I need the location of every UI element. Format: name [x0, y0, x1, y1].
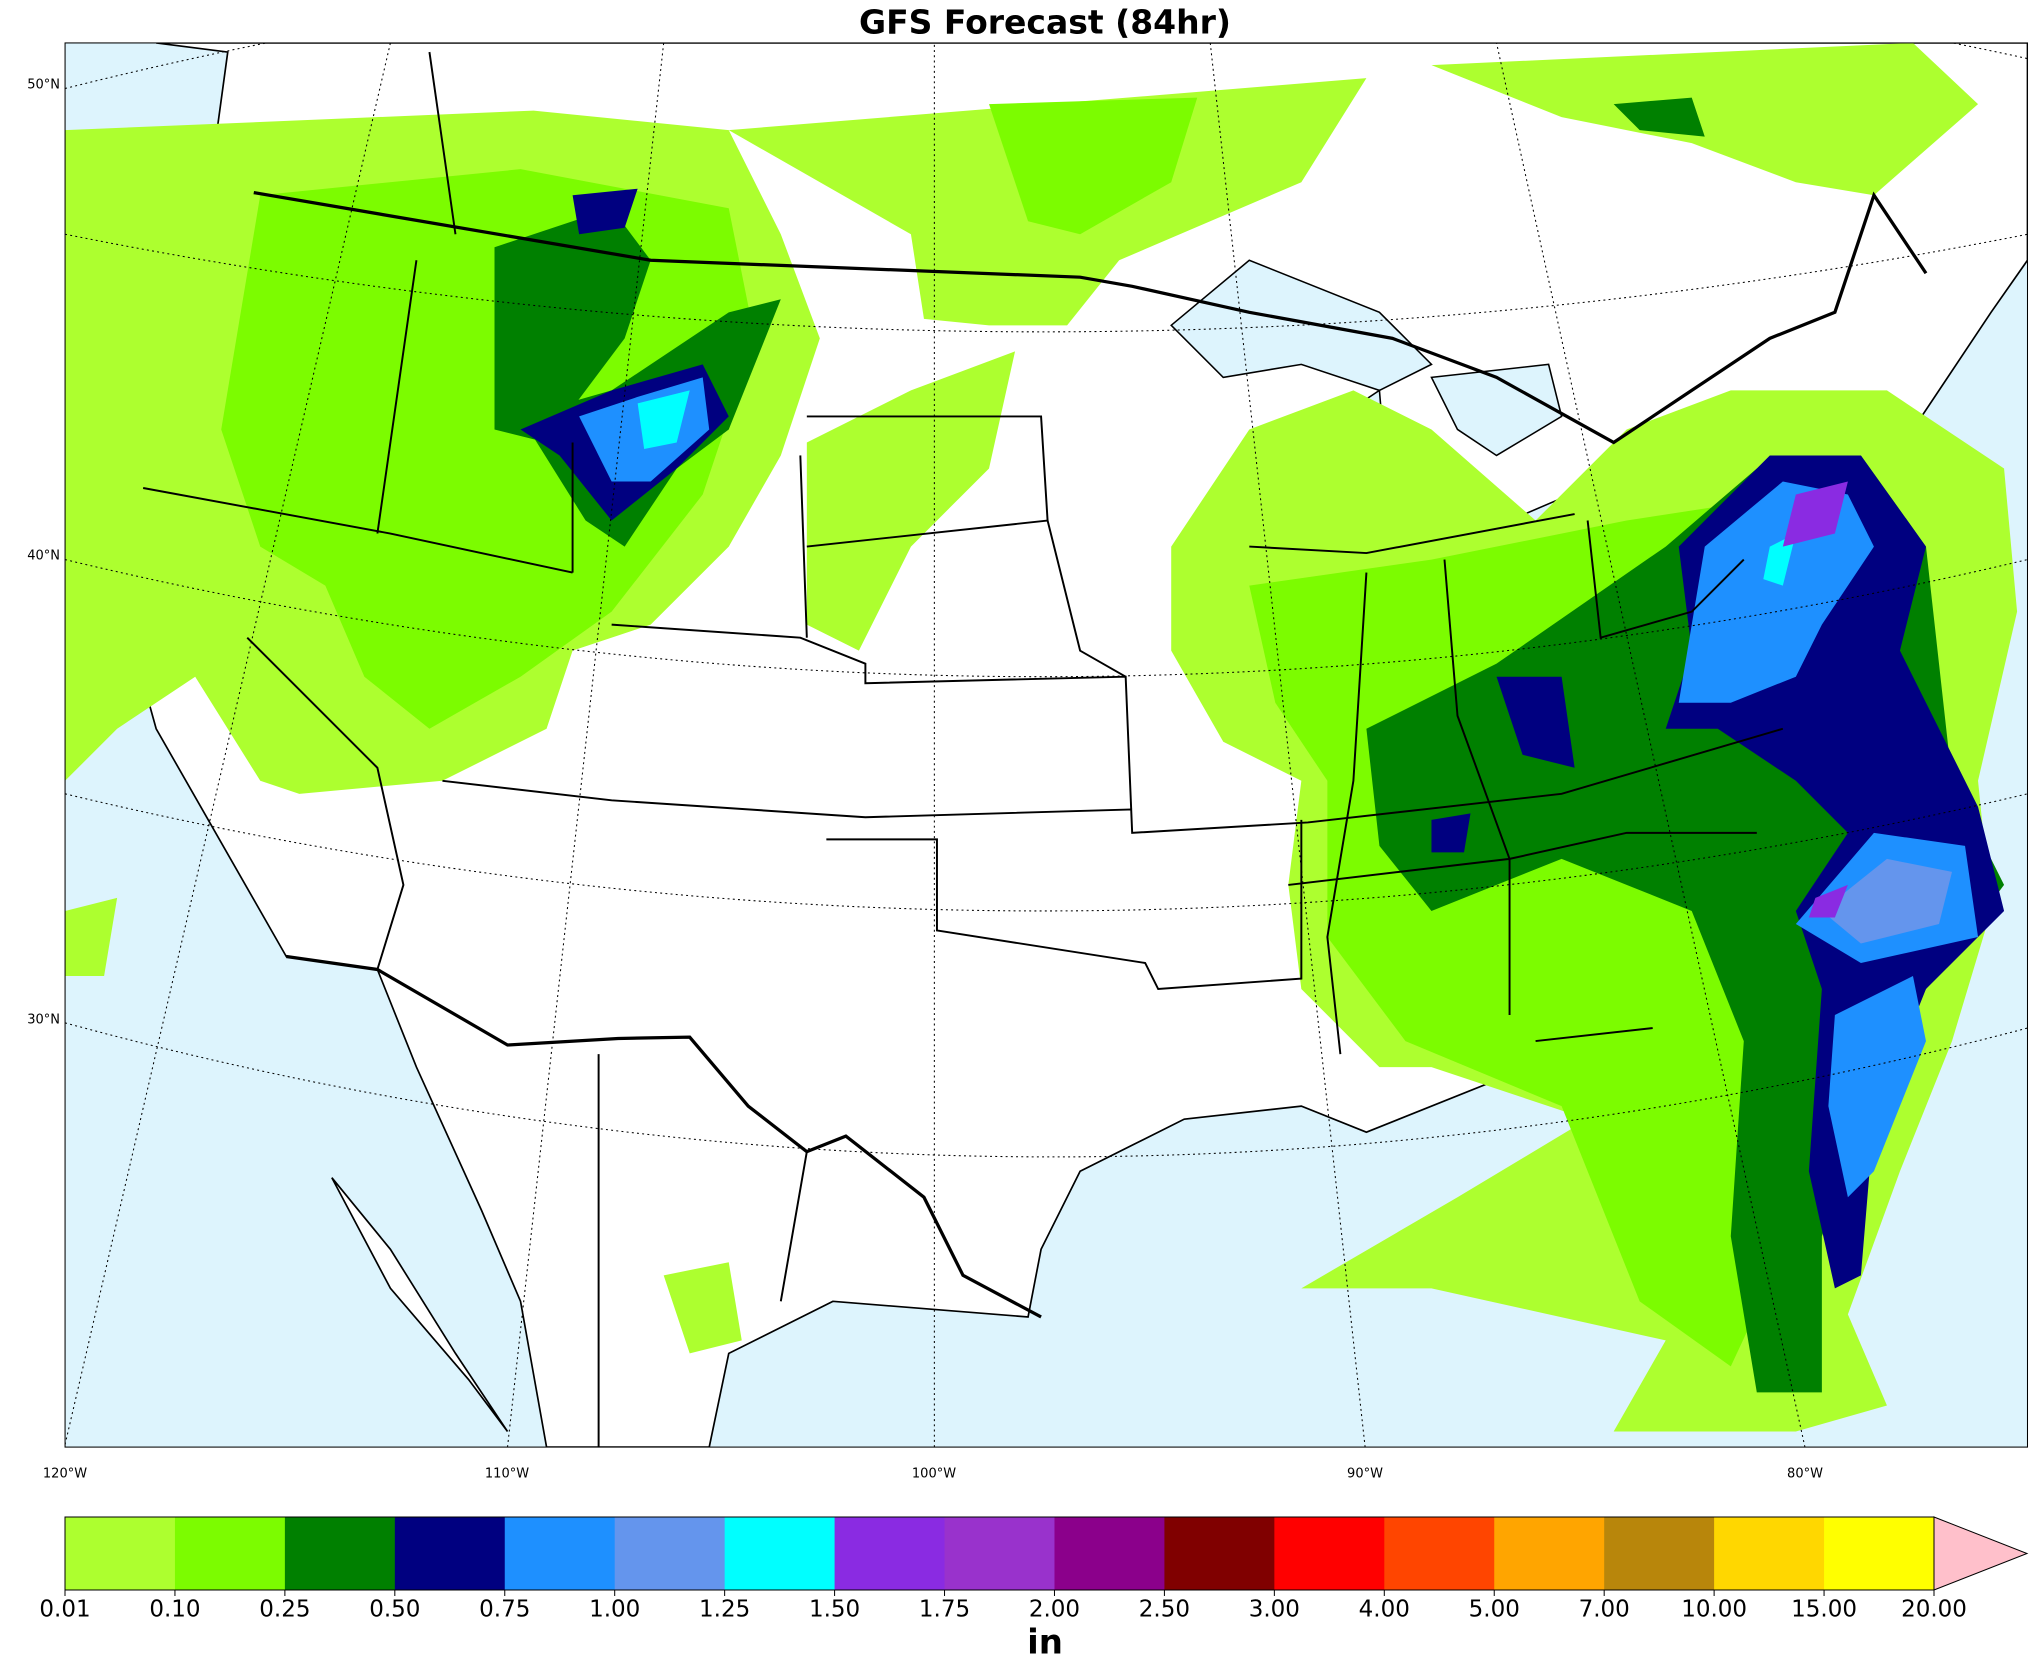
- colorbar-extend: [1933, 1516, 2029, 1591]
- lat-label: 40°N: [27, 549, 60, 564]
- colorbar-segment: [1164, 1517, 1275, 1590]
- colorbar-tick-label: 10.00: [1681, 1597, 1747, 1623]
- colorbar-segment: [1384, 1517, 1495, 1590]
- colorbar-tick-label: 0.75: [479, 1597, 530, 1623]
- lon-label: 80°W: [1787, 1467, 1823, 1482]
- colorbar-segment: [504, 1517, 616, 1590]
- colorbar-segment: [174, 1517, 286, 1590]
- lon-label: 90°W: [1347, 1467, 1383, 1482]
- colorbar-segment: [944, 1517, 1055, 1590]
- graticule-labels: 50°N 40°N 30°N 120°W 110°W 100°W 90°W 80°W: [27, 78, 1823, 1482]
- colorbar-segment: [394, 1517, 506, 1590]
- colorbar-segment: [65, 1517, 176, 1590]
- colorbar-tick-label: 1.25: [699, 1597, 750, 1623]
- colorbar-tick-label: 0.25: [259, 1597, 310, 1623]
- colorbar-tick-label: 1.75: [919, 1597, 970, 1623]
- colorbar-segment: [1714, 1517, 1825, 1590]
- lat-label: 30°N: [27, 1013, 60, 1028]
- lon-label: 110°W: [485, 1467, 529, 1482]
- colorbar: 0.01 0.10 0.25 0.50 0.75 1.00 1.25 1.50 1.75 2.00…: [39, 1516, 2029, 1623]
- graticule: [65, 42, 2028, 1448]
- colorbar-tick-label: 7.00: [1579, 1597, 1630, 1623]
- map: [64, 42, 2029, 1448]
- colorbar-frame: [64, 1516, 1935, 1591]
- colorbar-segment: [1824, 1517, 1935, 1590]
- colorbar-tick-label: 0.10: [149, 1597, 200, 1623]
- precipitation: [65, 42, 2018, 1432]
- colorbar-segment: [284, 1517, 396, 1590]
- colorbar-segment: [724, 1517, 836, 1590]
- map-frame: [64, 42, 2029, 1448]
- colorbar-tick-label: 15.00: [1791, 1597, 1857, 1623]
- colorbar-unit: in: [1027, 1623, 1063, 1663]
- lon-label: 120°W: [43, 1467, 87, 1482]
- colorbar-segment: [1054, 1517, 1165, 1590]
- borders: [142, 51, 1928, 1448]
- colorbar-tick-label: 0.01: [39, 1597, 90, 1623]
- land: [331, 1177, 509, 1432]
- colorbar-tick-label: 2.50: [1139, 1597, 1190, 1623]
- colorbar-tick-label: 4.00: [1359, 1597, 1410, 1623]
- colorbar-segment: [1274, 1517, 1385, 1590]
- colorbar-segment: [1604, 1517, 1715, 1590]
- colorbar-tick-label: 2.00: [1029, 1597, 1080, 1623]
- colorbar-tick-label: 20.00: [1901, 1597, 1967, 1623]
- colorbar-tick-label: 5.00: [1469, 1597, 1520, 1623]
- colorbar-segment: [834, 1517, 946, 1590]
- colorbar-tick-label: 1.00: [589, 1597, 640, 1623]
- title: GFS Forecast (84hr): [859, 3, 1231, 42]
- colorbar-tick-label: 0.50: [369, 1597, 420, 1623]
- colorbar-tick-label: 1.50: [809, 1597, 860, 1623]
- lon-label: 100°W: [912, 1467, 956, 1482]
- colorbar-segment: [614, 1517, 726, 1590]
- lat-label: 50°N: [27, 78, 60, 93]
- colorbar-segment: [1494, 1517, 1605, 1590]
- colorbar-tick-label: 3.00: [1249, 1597, 1300, 1623]
